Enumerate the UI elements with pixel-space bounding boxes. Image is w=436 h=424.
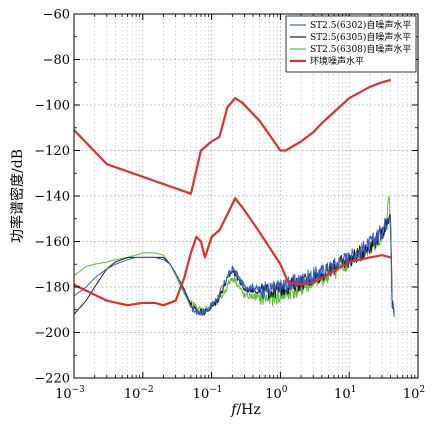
y-tick-label: −160: [34, 235, 70, 250]
x-tick-labels: 10−3 10−2 10−1 100 101 102: [55, 385, 425, 402]
legend-box: [285, 15, 417, 73]
x-tick-label-base: 10: [403, 387, 420, 402]
y-tick-label: −100: [34, 99, 70, 114]
legend: ST2.5(6302)自噪声水平ST2.5(6305)自噪声水平ST2.5(63…: [285, 15, 417, 73]
x-tick-label-exponent: 1: [351, 385, 357, 395]
x-tick-label-base: 10: [265, 387, 282, 402]
x-tick-label: 101: [334, 385, 356, 402]
x-tick-label: 10−1: [193, 385, 223, 402]
x-tick-label-base: 10: [55, 387, 72, 402]
x-tick-label-exponent: 0: [282, 385, 288, 395]
x-tick-label-base: 10: [124, 387, 141, 402]
y-tick-label: −180: [34, 281, 70, 296]
y-tick-labels: −60 −80 −100 −120 −140 −160 −180 −200 −220: [34, 8, 70, 387]
legend-entry: 环境噪声水平: [310, 55, 364, 67]
y-axis-label: 功率谱密度/dB: [9, 149, 26, 243]
x-axis-label: f/Hz: [230, 402, 261, 418]
x-tick-label: 10−2: [124, 385, 154, 402]
series-line-0: [74, 217, 395, 317]
x-tick-label-base: 10: [193, 387, 210, 402]
series-line-1: [74, 214, 395, 317]
legend-entry: ST2.5(6305)自噪声水平: [310, 31, 411, 43]
x-tick-label: 100: [265, 385, 288, 402]
x-tick-label: 102: [403, 385, 425, 402]
legend-entry: ST2.5(6302)自噪声水平: [310, 19, 411, 31]
y-tick-label: −200: [34, 326, 70, 341]
x-tick-label-exponent: 2: [419, 385, 425, 395]
series-line-3-lower: [74, 197, 391, 307]
x-axis-label-unit: /Hz: [236, 402, 260, 418]
x-tick-label-exponent: −1: [209, 385, 222, 395]
x-tick-label-exponent: −2: [140, 385, 153, 395]
series-layer: [74, 78, 395, 317]
tick-marks: [73, 13, 419, 379]
x-tick-label-base: 10: [334, 387, 351, 402]
y-tick-label: −80: [43, 53, 70, 68]
y-tick-label: −140: [34, 190, 70, 205]
y-tick-label: −220: [34, 372, 70, 387]
y-tick-label: −60: [43, 8, 70, 23]
x-tick-label: 10−3: [55, 385, 85, 402]
x-axis-label-italic: f: [230, 402, 239, 418]
y-tick-label: −120: [34, 144, 70, 159]
legend-entry: ST2.5(6308)自噪声水平: [310, 43, 411, 55]
series-line-3: [74, 78, 391, 195]
x-tick-label-exponent: −3: [72, 385, 86, 395]
